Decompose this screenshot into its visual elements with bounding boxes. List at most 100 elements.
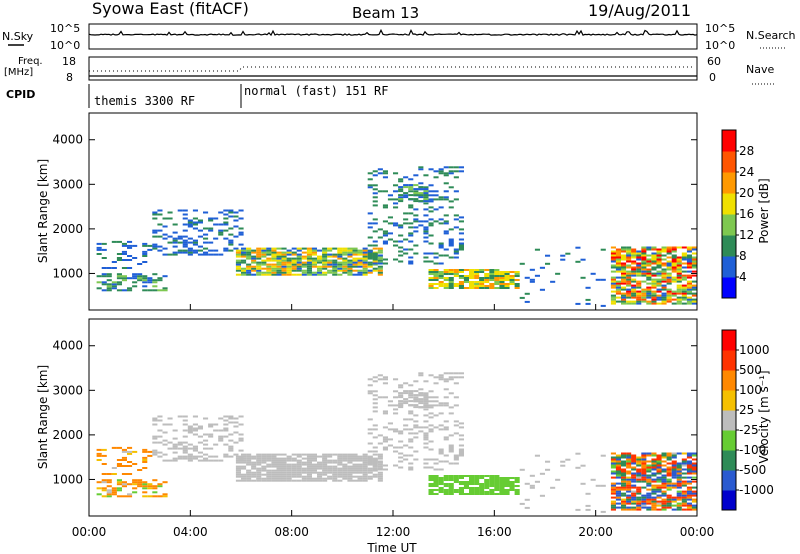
velocity-cell: [413, 450, 419, 453]
velocity-cell: [276, 453, 282, 456]
velocity-cell: [494, 483, 500, 485]
velocity-cell: [676, 466, 682, 469]
power-cell: [393, 240, 399, 243]
power-cell: [494, 283, 500, 285]
velocity-cell: [403, 458, 409, 461]
velocity-cell: [286, 469, 292, 472]
power-cell: [276, 265, 282, 268]
velocity-cell: [197, 427, 203, 430]
power-cell: [661, 270, 667, 273]
power-cell: [499, 285, 505, 287]
power-cell: [408, 204, 414, 207]
power-cell: [641, 254, 647, 257]
power-echo-cells: [96, 166, 697, 307]
velocity-cell: [291, 467, 297, 470]
velocity-cell: [656, 470, 662, 473]
velocity-cell: [418, 426, 424, 429]
power-cell: [610, 276, 616, 279]
power-cell: [372, 263, 378, 266]
velocity-cell: [631, 468, 637, 471]
power-cell: [423, 186, 429, 189]
power-cell: [311, 273, 317, 276]
power-colorbar-label: Power [dB]: [757, 178, 771, 243]
power-cell: [621, 300, 627, 303]
power-cell: [317, 269, 323, 272]
velocity-cell: [641, 454, 647, 457]
power-cell: [666, 264, 672, 267]
power-cell: [686, 254, 692, 257]
velocity-cell: [458, 438, 464, 441]
velocity-cell: [621, 484, 627, 487]
velocity-cell: [636, 502, 642, 505]
power-cell: [621, 258, 627, 261]
power-cell: [666, 262, 672, 265]
power-cell: [367, 212, 373, 215]
velocity-cell: [408, 390, 414, 393]
power-cell: [423, 256, 429, 259]
power-cell: [382, 206, 388, 209]
velocity-cell: [382, 396, 388, 399]
power-cell: [132, 281, 138, 284]
velocity-cell: [342, 465, 348, 468]
velocity-cell: [337, 457, 343, 460]
power-cell: [403, 184, 409, 187]
power-cell: [296, 255, 302, 258]
power-cell: [281, 261, 287, 264]
power-cell: [306, 249, 312, 252]
power-cell: [443, 196, 449, 199]
velocity-cell: [423, 442, 429, 445]
velocity-cell: [342, 459, 348, 462]
power-cell: [646, 282, 652, 285]
power-cell: [443, 269, 449, 271]
power-cell: [256, 269, 262, 272]
power-cell: [509, 279, 515, 281]
power-cell: [127, 289, 133, 292]
power-cell: [362, 263, 368, 266]
velocity-cell: [641, 460, 647, 463]
velocity-cell: [514, 477, 520, 479]
power-cell: [463, 269, 469, 271]
power-cell: [382, 232, 388, 235]
power-cell: [347, 259, 353, 262]
power-cell: [281, 259, 287, 262]
power-cell: [111, 285, 117, 288]
velocity-cell: [443, 380, 449, 383]
power-cell: [251, 257, 257, 260]
velocity-cell: [256, 473, 262, 476]
velocity-cell: [197, 441, 203, 444]
velocity-cell: [367, 390, 373, 393]
power-cell: [651, 266, 657, 269]
power-cell: [686, 250, 692, 253]
power-cell: [347, 267, 353, 270]
power-cell: [322, 267, 328, 270]
power-cell: [162, 225, 168, 228]
velocity-cell: [438, 468, 444, 471]
velocity-cell: [296, 471, 302, 474]
power-cell: [382, 172, 388, 175]
velocity-cell: [152, 485, 158, 488]
velocity-cell: [362, 473, 368, 476]
power-cell: [433, 176, 439, 179]
power-cell: [428, 194, 434, 197]
power-cell: [686, 290, 692, 293]
velocity-cell: [192, 447, 198, 450]
power-cell: [418, 182, 424, 185]
power-cell: [317, 273, 323, 276]
velocity-cell: [631, 458, 637, 461]
velocity-cell: [251, 471, 257, 474]
velocity-cell: [197, 435, 203, 438]
velocity-cell: [453, 479, 459, 481]
velocity-cell: [337, 473, 343, 476]
velocity-cell: [387, 404, 393, 407]
power-cell: [342, 269, 348, 272]
velocity-cell: [256, 453, 262, 456]
velocity-cell: [382, 464, 388, 467]
velocity-cell: [539, 494, 545, 497]
power-cell: [322, 261, 328, 264]
power-cell: [101, 273, 107, 276]
power-cell: [686, 248, 692, 251]
power-cell: [101, 267, 107, 269]
power-cell: [621, 268, 627, 271]
velocity-cell: [615, 470, 621, 473]
velocity-cell: [494, 493, 500, 495]
